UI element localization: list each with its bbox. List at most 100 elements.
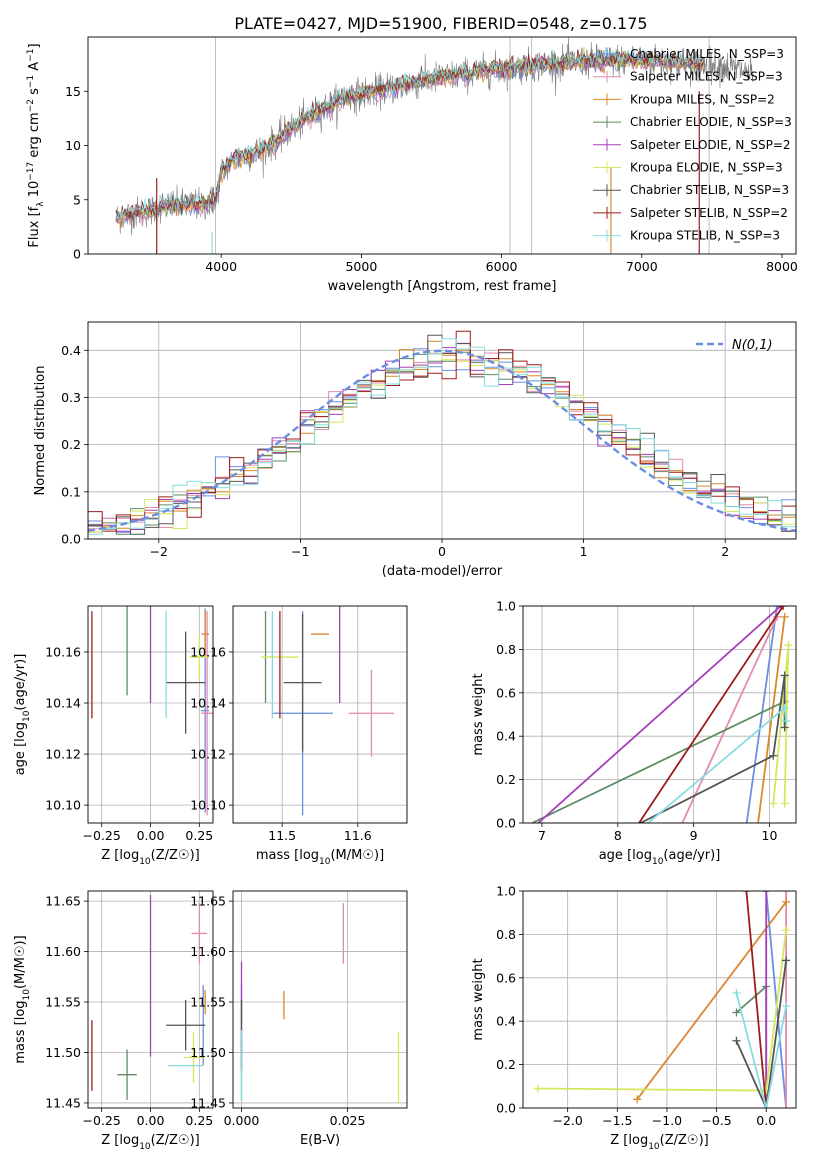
x-tick-label: 7000 <box>626 259 658 274</box>
x-tick-label: 11.5 <box>268 828 296 843</box>
mass-weight-marker <box>742 891 751 895</box>
y-tick-label: 0.4 <box>61 343 81 358</box>
y-tick-label: 0.8 <box>496 927 516 942</box>
x-tick-label: −2 <box>150 544 168 559</box>
y-tick-label: 11.50 <box>45 1045 81 1060</box>
y-tick-label: 10.16 <box>45 644 81 659</box>
y-tick-label: 11.60 <box>45 944 81 959</box>
y-tick-label: 10.14 <box>190 696 226 711</box>
axes-frame <box>87 36 797 255</box>
x-tick-label: 0.0 <box>756 1113 776 1128</box>
axes: −2.0 −1.5 −1.0 −0.5 0.0 0.0 0.2 0.4 0.6 0.8 1.0 Z [… <box>471 884 797 1152</box>
y-tick-label: 10.12 <box>190 747 226 762</box>
x-tick-label: 0.25 <box>185 1113 213 1128</box>
y-axis-label: Normed distribution <box>33 366 48 496</box>
mass-weight-marker <box>782 1002 791 1011</box>
axes: 7 8 9 10 0.0 0.2 0.4 0.6 0.8 1.0 age [log10(age/yr… <box>471 599 797 867</box>
errorbar-point <box>189 636 210 678</box>
plot-area <box>88 330 796 539</box>
legend-label: Kroupa MILES, N_SSP=2 <box>630 92 775 106</box>
age-vs-mass-panel: 11.5 11.6 10.10 10.12 10.14 10.16 mass [log10(… <box>190 605 408 867</box>
plot-area <box>115 37 754 254</box>
y-tick-label: 10.16 <box>190 644 226 659</box>
y-tick-label: 10.12 <box>45 747 81 762</box>
mass-weight-marker <box>782 717 791 726</box>
y-tick-label: 10.10 <box>190 798 226 813</box>
errorbar-point <box>191 903 208 964</box>
y-axis-label: mass weight <box>471 958 486 1040</box>
mass-weight-marker <box>780 703 789 712</box>
axes: 11.5 11.6 10.10 10.12 10.14 10.16 mass [log10(… <box>190 605 408 867</box>
errorbar-point <box>117 1049 137 1100</box>
x-tick-label: −1.5 <box>602 1113 632 1128</box>
mass-weight-line <box>636 901 787 1100</box>
y-tick-label: 10.14 <box>45 696 81 711</box>
x-tick-label: −0.25 <box>83 1113 121 1128</box>
x-tick-label: −0.5 <box>701 1113 731 1128</box>
x-axis-label: (data-model)/error <box>382 564 503 579</box>
legend-label: Chabrier STELIB, N_SSP=3 <box>630 183 789 197</box>
y-tick-label: 10.10 <box>45 798 81 813</box>
axes: −2 −1 0 1 2 0.0 0.1 0.2 0.3 0.4 (data-model)/error… <box>33 321 797 579</box>
x-axis-label: Z [log10(Z/Z☉)] <box>101 848 199 867</box>
mass-weight-marker <box>780 671 789 680</box>
mass-weight-marker <box>782 891 791 895</box>
y-tick-label: 1.0 <box>496 599 516 614</box>
mass-weight-line <box>745 606 778 823</box>
y-tick-label: 0.4 <box>496 729 516 744</box>
legend-label: Salpeter MILES, N_SSP=3 <box>630 70 783 84</box>
y-tick-label: 11.45 <box>190 1095 226 1110</box>
legend: Chabrier MILES, N_SSP=3 Salpeter MILES, N… <box>593 47 792 243</box>
x-tick-label: −1.0 <box>652 1113 682 1128</box>
mass-vs-metallicity-panel: −0.25 0.00 0.25 11.45 11.50 11.55 11.60 11.65 Z … <box>13 890 214 1152</box>
errorbar-point <box>183 1032 204 1083</box>
legend-label: Chabrier MILES, N_SSP=3 <box>630 47 784 61</box>
weight-vs-metallicity-panel: −2.0 −1.5 −1.0 −0.5 0.0 0.0 0.2 0.4 0.6 0.8 1.0 Z [… <box>471 884 797 1152</box>
mass-weight-line <box>735 992 787 1108</box>
x-tick-label: 0.025 <box>330 1113 366 1128</box>
grid <box>233 606 407 823</box>
x-axis-label: E(B-V) <box>300 1133 340 1148</box>
mass-weight-marker <box>780 723 789 732</box>
mass-weight-line <box>681 616 778 823</box>
y-tick-label: 1.0 <box>496 884 516 899</box>
errorbar-point <box>201 611 210 658</box>
mass-weight-line <box>531 700 785 823</box>
x-tick-label: 10 <box>762 828 778 843</box>
y-tick-label: 5 <box>73 192 81 207</box>
mass-weight-marker <box>533 1084 542 1093</box>
mass-weight-marker <box>732 1036 741 1045</box>
legend-label: Kroupa ELODIE, N_SSP=3 <box>630 161 783 175</box>
y-tick-label: 0.0 <box>61 532 81 547</box>
x-tick-label: 2 <box>721 544 729 559</box>
spectrum-panel: 4000 5000 6000 7000 8000 0 5 10 15 wavelength [An… <box>26 36 798 294</box>
y-tick-label: 11.50 <box>190 1045 226 1060</box>
x-axis-label: age [log10(age/yr)] <box>599 848 721 867</box>
mass-weight-marker <box>732 988 741 997</box>
x-tick-label: 11.6 <box>344 828 372 843</box>
mass-weight-line <box>745 891 768 1108</box>
y-tick-label: 0.6 <box>496 685 516 700</box>
x-tick-label: 1 <box>580 544 588 559</box>
y-axis-label: age [log10(age/yr)] <box>13 654 32 776</box>
mass-weight-marker <box>784 641 793 650</box>
mass-weight-marker <box>782 956 791 965</box>
errorbar-point <box>166 631 206 734</box>
x-tick-label: 4000 <box>205 259 237 274</box>
age-vs-metallicity-panel: −0.25 0.00 0.25 10.10 10.12 10.14 10.16 Z [log1… <box>13 605 214 867</box>
x-tick-label: 8 <box>614 828 622 843</box>
residual-histogram-step <box>88 330 796 539</box>
grid <box>523 890 796 1109</box>
x-axis-label: wavelength [Angstrom, rest frame] <box>328 279 557 294</box>
plot-area <box>91 606 213 816</box>
axes: 0.000 0.025 11.45 11.50 11.55 11.60 11.65 E(B-V… <box>190 890 408 1148</box>
normal-distribution-curve <box>88 349 796 532</box>
x-axis-label: Z [log10(Z/Z☉)] <box>610 1133 708 1152</box>
y-tick-label: 11.60 <box>190 944 226 959</box>
x-tick-label: 0.00 <box>137 828 165 843</box>
page-title: PLATE=0427, MJD=51900, FIBERID=0548, z=0… <box>234 14 647 33</box>
y-tick-label: 11.65 <box>190 894 226 909</box>
y-tick-label: 0.3 <box>61 390 81 405</box>
axes-frame <box>232 605 408 824</box>
